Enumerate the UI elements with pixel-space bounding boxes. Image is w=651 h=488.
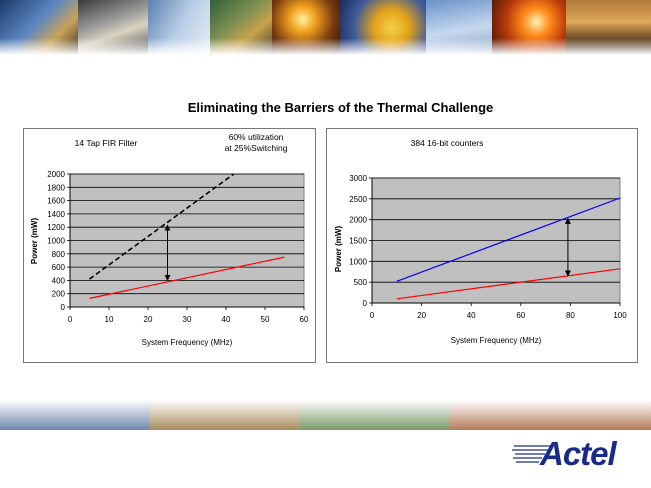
logo-swoosh-lines <box>512 445 552 463</box>
x-tick-label: 40 <box>222 315 231 324</box>
y-tick-label: 1000 <box>47 237 65 246</box>
x-tick-label: 20 <box>144 315 153 324</box>
y-tick-label: 2500 <box>349 195 367 204</box>
x-tick-label: 0 <box>370 311 375 320</box>
y-tick-label: 2000 <box>47 170 65 179</box>
y-tick-label: 2000 <box>349 216 367 225</box>
actel-logo: Actel <box>512 433 640 473</box>
chart-title: 14 Tap FIR Filter <box>75 138 138 148</box>
x-tick-label: 20 <box>417 311 426 320</box>
x-tick-label: 50 <box>261 315 270 324</box>
x-tick-label: 80 <box>566 311 575 320</box>
chart-annotation: at 25%Switching <box>225 143 288 153</box>
y-axis-title: Power (mW) <box>334 226 343 273</box>
chart-fir-filter: 0 200 400 600 800 1000 1200 1400 1600 1800 2000 0 10… <box>30 132 309 347</box>
series-line-2 <box>396 268 621 300</box>
x-tick-label: 10 <box>105 315 114 324</box>
y-tick-label: 500 <box>354 278 368 287</box>
series-line-1 <box>89 173 235 280</box>
series-line-2 <box>89 256 285 299</box>
y-tick-label: 1200 <box>47 223 65 232</box>
header-banner <box>0 0 651 55</box>
slide-title: Eliminating the Barriers of the Thermal … <box>187 100 494 115</box>
chart-title: 384 16-bit counters <box>411 138 484 148</box>
y-tick-label: 0 <box>363 299 368 308</box>
x-tick-label: 60 <box>516 311 525 320</box>
chart-panel-fir: 0 200 400 600 800 1000 1200 1400 1600 1800 2000 0 10… <box>23 128 316 363</box>
y-tick-label: 800 <box>52 250 66 259</box>
y-tick-label: 600 <box>52 263 66 272</box>
y-axis-title: Power (mW) <box>30 218 39 265</box>
y-tick-label: 200 <box>52 290 66 299</box>
x-tick-label: 0 <box>68 315 73 324</box>
x-tick-label: 30 <box>183 315 192 324</box>
actel-logo-text: Actel <box>539 435 618 472</box>
chart-annotation: 60% utilization <box>229 132 284 142</box>
footer-banner <box>0 400 651 430</box>
chart-panel-counters: 0 500 1000 1500 2000 2500 3000 0 20 40 60 80 100 384 … <box>326 128 638 363</box>
y-tick-label: 3000 <box>349 174 367 183</box>
x-tick-label: 40 <box>467 311 476 320</box>
series-line-1 <box>396 197 621 282</box>
y-tick-label: 1800 <box>47 183 65 192</box>
y-tick-label: 1000 <box>349 257 367 266</box>
y-tick-label: 400 <box>52 276 66 285</box>
y-tick-label: 1500 <box>349 237 367 246</box>
x-tick-label: 60 <box>300 315 309 324</box>
y-tick-label: 0 <box>61 303 66 312</box>
actel-logo-mark: Actel <box>512 435 619 472</box>
x-tick-label: 100 <box>613 311 627 320</box>
x-axis-title: System Frequency (MHz) <box>451 336 542 345</box>
y-tick-label: 1400 <box>47 210 65 219</box>
chart-counters: 0 500 1000 1500 2000 2500 3000 0 20 40 60 80 100 384 … <box>334 138 627 345</box>
y-tick-label: 1600 <box>47 197 65 206</box>
x-axis-title: System Frequency (MHz) <box>142 338 233 347</box>
